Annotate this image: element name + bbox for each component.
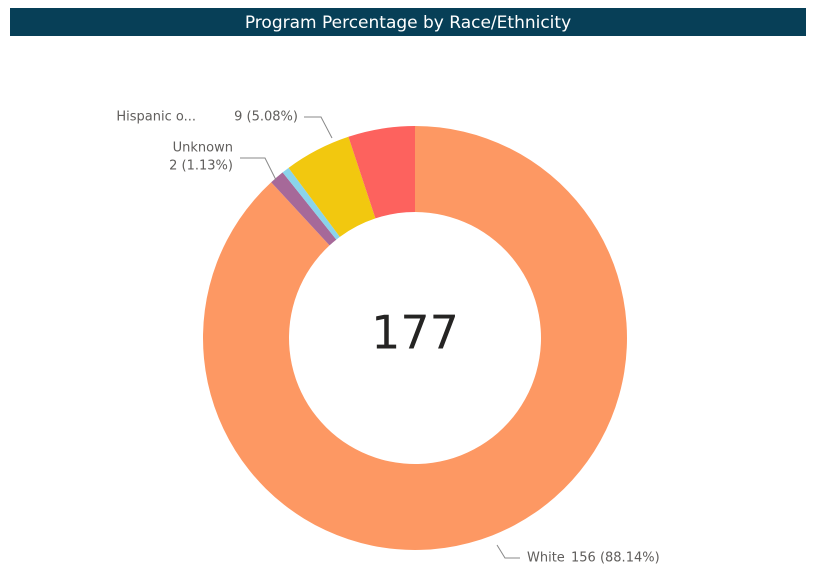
leader-line	[304, 116, 333, 139]
label-value: 9 (5.08%)	[234, 110, 298, 125]
label-category: Unknown	[173, 141, 233, 156]
chart-title: Program Percentage by Race/Ethnicity	[245, 13, 571, 33]
label-category: Hispanic o...	[116, 110, 196, 125]
donut-segment	[282, 167, 340, 240]
leader-line	[240, 157, 277, 181]
label-value: 2 (1.13%)	[169, 159, 233, 174]
donut-segment	[271, 172, 337, 246]
label-value: 156 (88.14%)	[571, 551, 660, 566]
leader-line	[496, 544, 520, 559]
center-total: 177	[371, 306, 459, 360]
title-bar	[10, 8, 806, 36]
donut-segment	[202, 126, 628, 550]
label-category: White	[527, 551, 565, 566]
donut-segment	[348, 126, 415, 219]
donut-segment	[288, 136, 376, 237]
